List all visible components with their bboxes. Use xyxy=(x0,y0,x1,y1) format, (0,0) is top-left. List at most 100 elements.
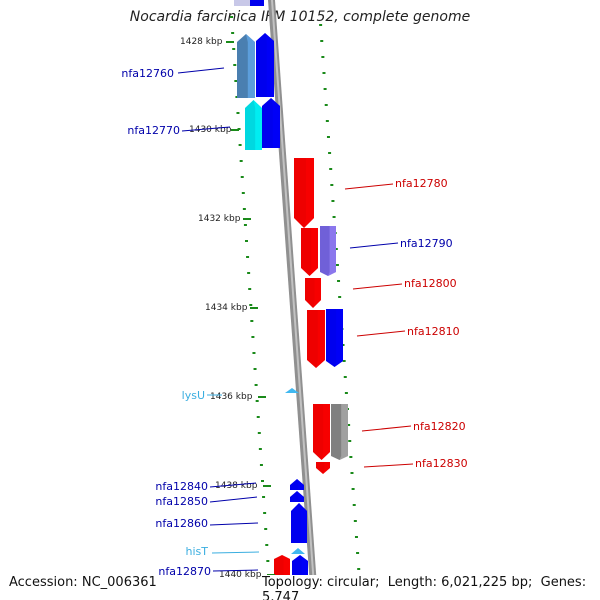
gene-label-nfa12810[interactable]: nfa12810 xyxy=(407,325,460,338)
gene-nfa12800 xyxy=(305,278,321,308)
gene-nfa12770 xyxy=(245,100,262,150)
tick-mark-right xyxy=(354,536,358,538)
topology-label: Topology: xyxy=(262,575,323,590)
gene-nfa12850-shine xyxy=(297,491,304,502)
gene-nfa12820 xyxy=(313,404,330,460)
tick-mark-right xyxy=(335,264,339,266)
scale-label: 1436 kbp xyxy=(210,392,253,402)
gene-nfa12840 xyxy=(290,479,304,490)
tick-mark-right xyxy=(330,184,334,186)
genome-backbone xyxy=(268,0,318,600)
accession-info: Accession: NC_006361 xyxy=(9,575,157,590)
scale-tick xyxy=(231,129,239,131)
tick-mark-left xyxy=(248,288,252,290)
gene-nfa12820-shine xyxy=(321,404,330,460)
gene-nfa12810-pair-shine xyxy=(334,309,343,367)
gene-nfa12780 xyxy=(294,158,314,228)
gene-label-hisT[interactable]: hisT xyxy=(186,545,209,558)
tick-mark-left xyxy=(265,544,269,546)
tick-mark-left xyxy=(234,80,238,82)
tick-mark-left xyxy=(235,96,239,98)
tick-mark-left xyxy=(252,352,256,354)
scale-label: 1434 kbp xyxy=(205,303,248,313)
gene-leader-line xyxy=(361,425,412,432)
tick-mark-right xyxy=(334,248,338,250)
map-title: Nocardia farcinica IFM 10152, complete g… xyxy=(129,9,471,25)
tick-mark-left xyxy=(262,496,266,498)
gene-label-nfa12780[interactable]: nfa12780 xyxy=(395,177,448,190)
tick-mark-left xyxy=(239,160,243,162)
gene-nfa12760-pair-shine xyxy=(265,33,274,97)
gene-leader-line xyxy=(209,496,258,503)
tick-mark-left xyxy=(249,304,253,306)
tick-mark-left xyxy=(255,400,259,402)
partial-gene-top-1 xyxy=(234,0,250,6)
tick-mark-right xyxy=(352,504,356,506)
gene-leader-line xyxy=(211,551,260,554)
gene-nfa12840-shine xyxy=(297,479,304,490)
tick-mark-left xyxy=(263,512,267,514)
genome-stats: Topology: circular; Length: 6,021,225 bp… xyxy=(262,575,600,600)
accession-value: NC_006361 xyxy=(81,575,157,590)
gene-labels: nfa12760 nfa12770 nfa12780 nfa12790 nfa12800… xyxy=(121,67,467,578)
gene-nfa12770-shine xyxy=(253,100,262,150)
gene-leader-line xyxy=(344,183,394,190)
gene-label-nfa12760[interactable]: nfa12760 xyxy=(121,67,174,80)
scale-label: 1428 kbp xyxy=(180,37,223,47)
scale-label: 1430 kbp xyxy=(189,125,232,135)
gene-leader-line xyxy=(209,482,257,488)
tick-mark-left xyxy=(257,432,261,434)
tick-mark-right xyxy=(331,200,335,202)
gene-leader-line xyxy=(356,330,406,337)
gene-label-lysU[interactable]: lysU xyxy=(182,389,205,402)
tick-mark-left xyxy=(247,272,251,274)
gene-label-nfa12770[interactable]: nfa12770 xyxy=(127,124,180,137)
tick-mark-right xyxy=(337,280,341,282)
scale-tick xyxy=(226,41,234,43)
tick-mark-right xyxy=(332,216,336,218)
gene-leader-line xyxy=(349,242,399,249)
gene-nfa12820-pair-shine xyxy=(339,404,348,460)
tick-mark-left xyxy=(233,64,237,66)
tick-mark-left xyxy=(258,448,262,450)
gene-label-nfa12870[interactable]: nfa12870 xyxy=(158,565,211,578)
tick-mark-right xyxy=(350,472,354,474)
dotted-tick-tracks xyxy=(230,16,362,594)
gene-label-nfa12820[interactable]: nfa12820 xyxy=(413,420,466,433)
tick-mark-left xyxy=(266,560,270,562)
gene-label-nfa12850[interactable]: nfa12850 xyxy=(155,495,208,508)
gene-label-nfa12790[interactable]: nfa12790 xyxy=(400,237,453,250)
tick-mark-left xyxy=(256,416,260,418)
scale-label: 1432 kbp xyxy=(198,214,241,224)
partial-gene-top-2 xyxy=(250,0,264,6)
tick-mark-left xyxy=(264,528,268,530)
gene-nfa12780-shine xyxy=(304,158,314,228)
gene-leader-line xyxy=(177,67,225,74)
gene-nfa12860-shine xyxy=(299,503,307,543)
gene-leader-line xyxy=(363,463,414,468)
gene-label-nfa12830[interactable]: nfa12830 xyxy=(415,457,468,470)
scale-label: 1440 kbp xyxy=(219,570,262,580)
tick-mark-right xyxy=(338,296,342,298)
tick-mark-right xyxy=(353,520,357,522)
genes-label: Genes: xyxy=(540,575,587,590)
gene-label-nfa12840[interactable]: nfa12840 xyxy=(155,480,208,493)
tick-mark-left xyxy=(251,336,255,338)
gene-label-nfa12800[interactable]: nfa12800 xyxy=(404,277,457,290)
tick-mark-left xyxy=(241,192,245,194)
tick-mark-right xyxy=(357,568,361,570)
tick-mark-right xyxy=(323,88,327,90)
tick-mark-right xyxy=(319,24,323,26)
gene-nfa12830-shine xyxy=(323,462,330,474)
tick-mark-right xyxy=(322,72,326,74)
gene-lysU xyxy=(285,388,299,393)
tick-mark-left xyxy=(245,240,248,242)
gene-leader-line xyxy=(209,522,259,526)
gene-nfa12800-shine xyxy=(313,278,321,308)
tick-mark-right xyxy=(329,168,333,170)
scale-tick xyxy=(258,396,266,398)
gene-label-nfa12860[interactable]: nfa12860 xyxy=(155,517,208,530)
backbone-highlight xyxy=(271,0,316,600)
gene-nfa12770-pair xyxy=(262,98,280,148)
